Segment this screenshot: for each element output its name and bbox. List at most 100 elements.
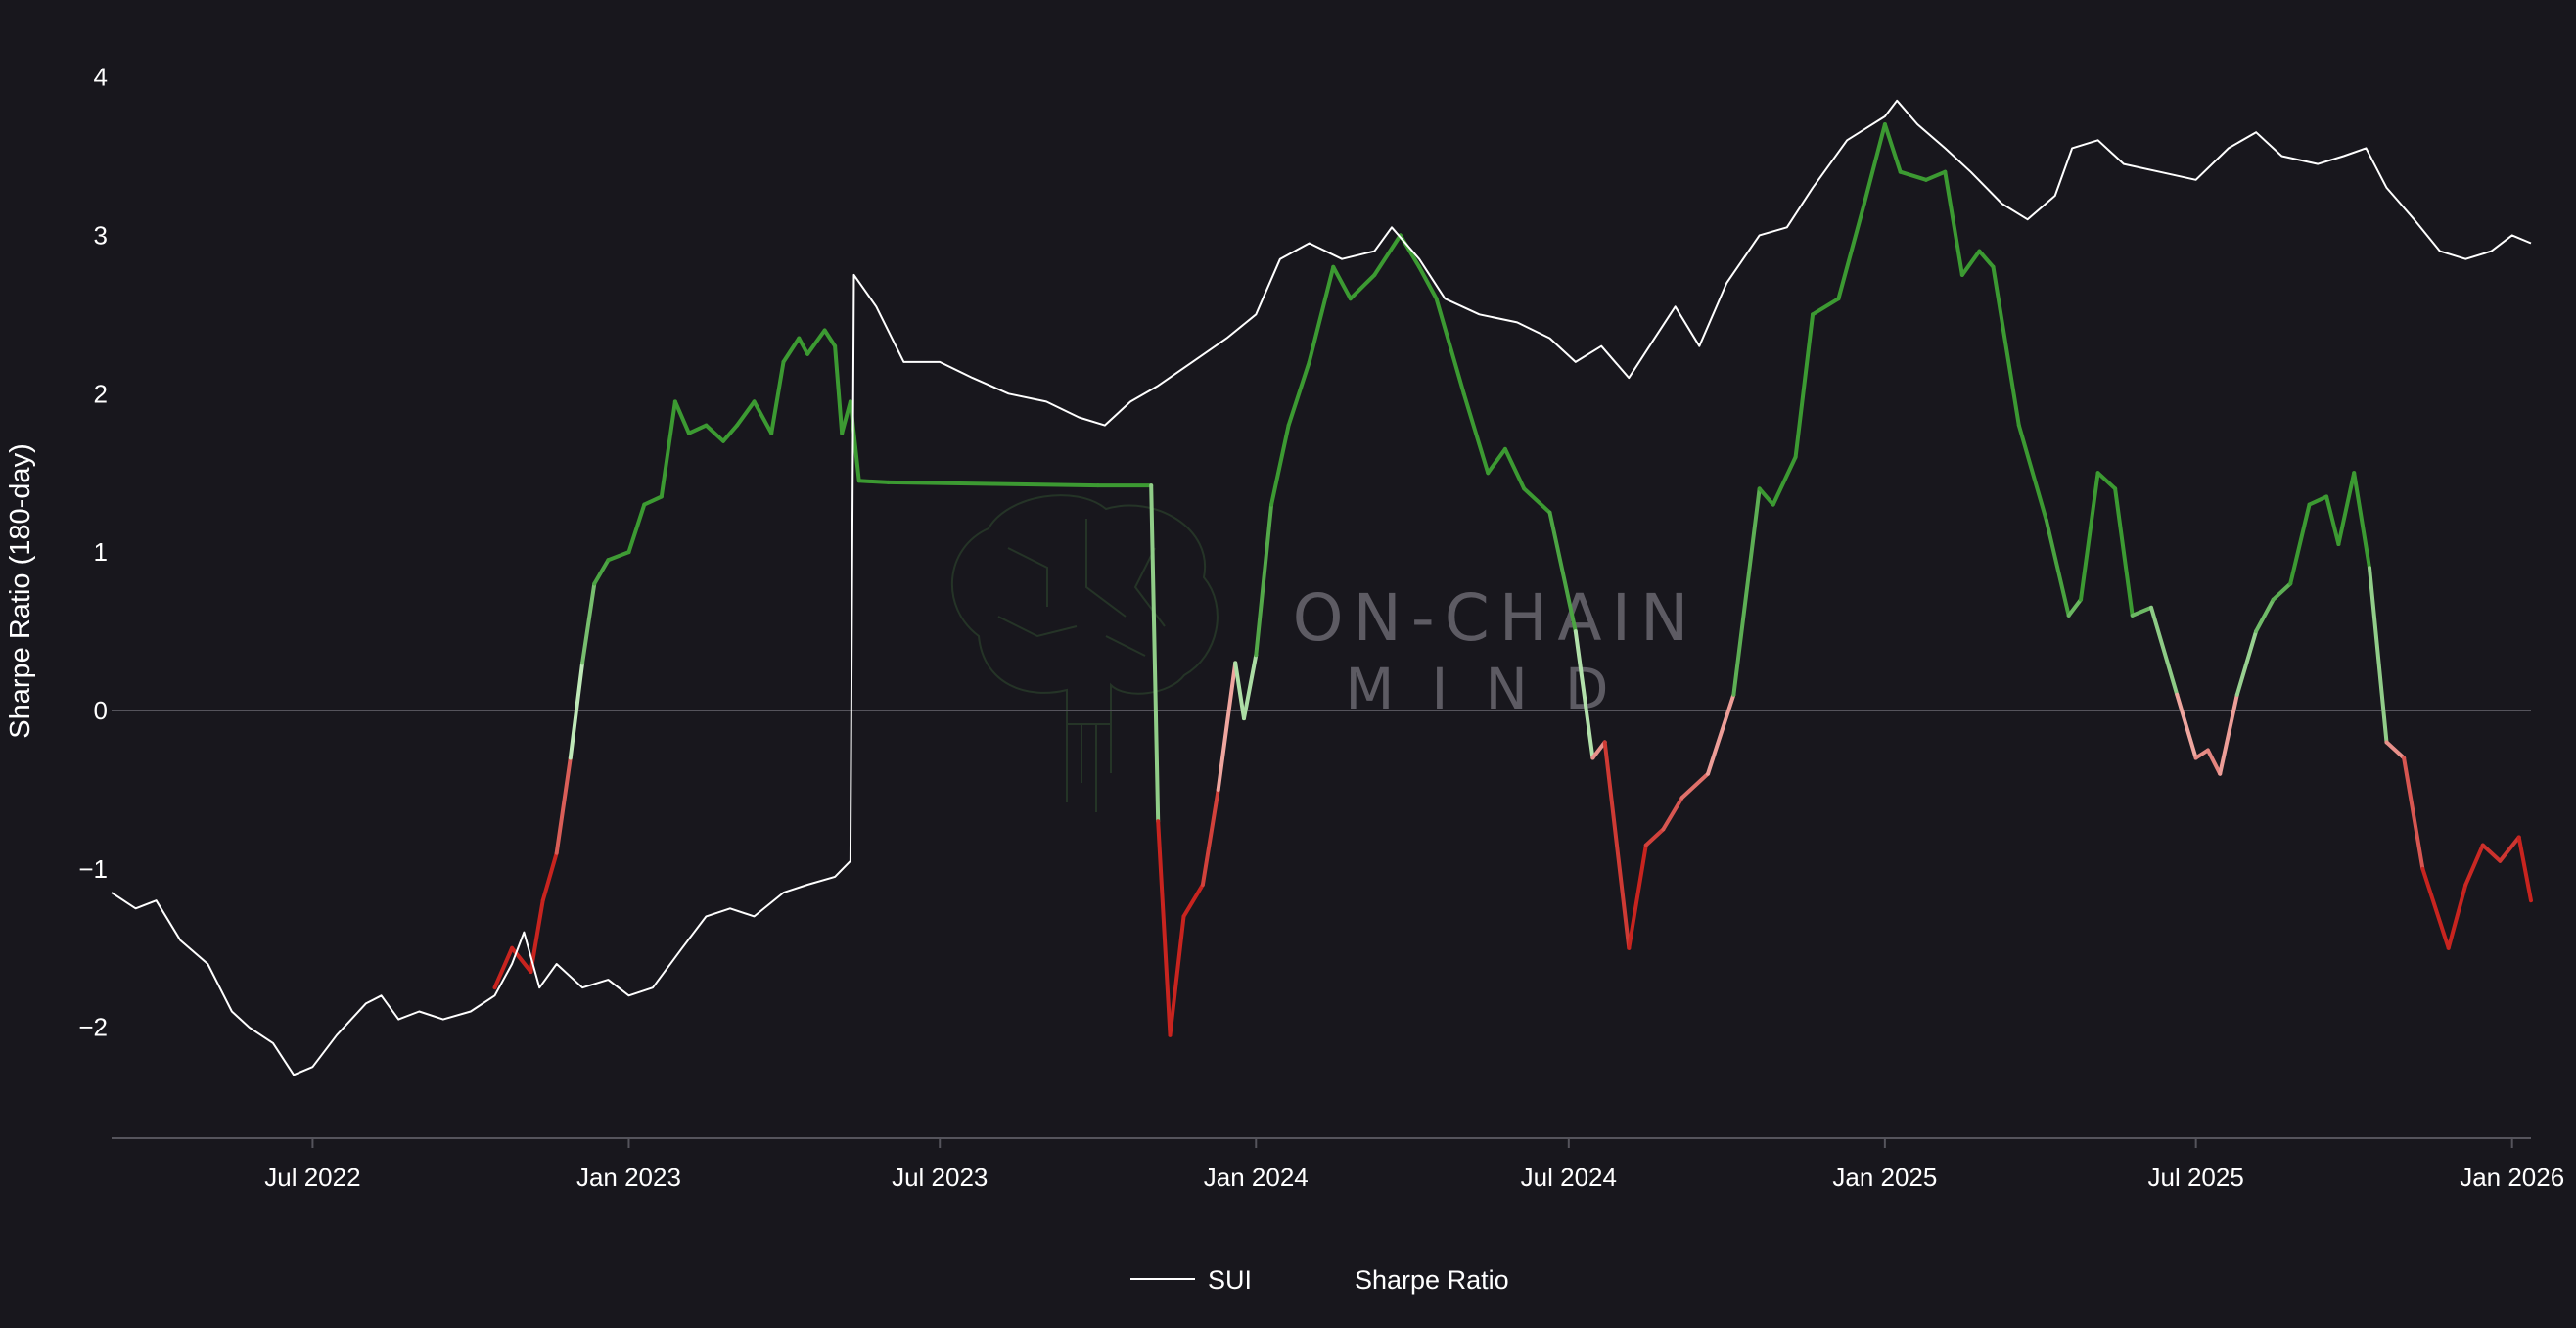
sharpe-segment <box>1573 629 1595 760</box>
sharpe-segment <box>1200 787 1220 887</box>
sharpe-segment <box>1233 661 1246 721</box>
sharpe-segment <box>2463 843 2485 887</box>
sharpe-segment <box>2402 756 2425 871</box>
sharpe-segment <box>592 558 611 586</box>
sharpe-segment <box>492 945 515 990</box>
sharpe-segment <box>886 480 995 486</box>
sharpe-segment <box>510 945 533 974</box>
sharpe-segment <box>2288 502 2312 586</box>
sharpe-segment <box>1269 423 1291 507</box>
sharpe-segment <box>2175 692 2198 760</box>
sharpe-segment <box>1502 446 1527 491</box>
sharpe-segment <box>1836 202 1866 301</box>
y-tick-label: 0 <box>94 696 108 725</box>
legend-sharpe-label: Sharpe Ratio <box>1355 1265 1509 1295</box>
y-axis-ticks: 4 3 2 1 0 −1 −2 <box>78 63 108 1042</box>
y-tick-label: 1 <box>94 537 108 567</box>
sharpe-segment <box>1924 169 1948 182</box>
sharpe-segment <box>686 423 709 435</box>
sharpe-segment <box>529 898 545 974</box>
sharpe-segment <box>1372 233 1403 277</box>
y-tick-label: 3 <box>94 220 108 250</box>
sharpe-segment <box>1348 272 1377 301</box>
sharpe-segment <box>540 850 559 903</box>
x-tick-label: Jan 2026 <box>2460 1163 2564 1192</box>
sharpe-segment <box>1793 312 1816 459</box>
sharpe-segment <box>1156 819 1173 1037</box>
sharpe-segment <box>1307 264 1336 364</box>
sharpe-segment <box>1254 502 1274 658</box>
sharpe-segment <box>2368 566 2389 745</box>
sharpe-segment <box>2516 835 2533 903</box>
sharpe-segment <box>1991 264 2021 428</box>
sharpe-segment <box>1602 740 1632 950</box>
sharpe-segment <box>2254 597 2276 634</box>
sharpe-segment <box>1706 692 1736 776</box>
sharpe-segment <box>1461 391 1491 476</box>
sharpe-segment <box>2079 471 2100 602</box>
sharpe-segment <box>1771 455 1798 507</box>
sharpe-segment <box>1862 122 1887 206</box>
sharpe-segment <box>848 399 861 483</box>
sharpe-segment <box>1168 914 1186 1037</box>
sharpe-segment <box>2113 486 2135 618</box>
x-tick-label: Jul 2024 <box>1521 1163 1617 1192</box>
sharpe-segment <box>1882 122 1903 174</box>
sharpe-segment <box>1181 883 1205 919</box>
sharpe-segment <box>1679 771 1710 800</box>
sharpe-segment <box>1547 510 1578 634</box>
sharpe-segment <box>2420 866 2451 950</box>
sharpe-segment <box>797 336 810 356</box>
sharpe-segment <box>1286 359 1311 428</box>
sharpe-segment <box>1434 297 1466 396</box>
sharpe-segment <box>626 502 647 555</box>
sharpe-segment <box>1731 486 1762 697</box>
x-tick-label: Jul 2022 <box>264 1163 360 1192</box>
sharpe-segment <box>856 479 891 484</box>
x-tick-label: Jan 2024 <box>1204 1163 1309 1192</box>
brain-circuit-icon <box>950 494 1219 812</box>
sharpe-ratio-series <box>492 122 2533 1037</box>
sharpe-segment <box>1242 653 1259 721</box>
sharpe-segment <box>2446 883 2468 950</box>
sharpe-segment <box>990 481 1100 488</box>
sharpe-segment <box>822 328 838 348</box>
sharpe-segment <box>1216 661 1238 792</box>
sharpe-segment <box>606 550 631 563</box>
sharpe-segment <box>1590 740 1607 760</box>
x-tick-label: Jul 2025 <box>2147 1163 2243 1192</box>
sharpe-segment <box>781 336 802 364</box>
sharpe-segment <box>2352 471 2371 571</box>
y-axis-title: Sharpe Ratio (180-day) <box>5 443 36 738</box>
y-tick-label: 4 <box>94 63 108 92</box>
x-tick-label: Jul 2023 <box>892 1163 988 1192</box>
sharpe-segment <box>1959 249 1982 277</box>
sharpe-segment <box>1522 486 1552 515</box>
y-tick-label: 2 <box>94 379 108 408</box>
sharpe-segment <box>704 423 725 443</box>
sharpe-segment <box>2336 471 2357 546</box>
sharpe-segment <box>2066 597 2083 618</box>
sharpe-segment <box>805 328 827 356</box>
x-axis-ticks: Jul 2022 Jan 2023 Jul 2023 Jan 2024 Jul 2024… <box>264 1138 2564 1192</box>
legend: SUI Sharpe Ratio <box>1130 1265 1509 1295</box>
sharpe-segment <box>2480 843 2503 863</box>
y-tick-label: −2 <box>78 1013 108 1042</box>
sharpe-segment <box>672 399 691 435</box>
sharpe-segment <box>1149 483 1161 824</box>
sharpe-segment <box>752 399 774 435</box>
sharpe-segment <box>1661 796 1684 832</box>
sharpe-segment <box>769 359 786 435</box>
sharpe-segment <box>2498 835 2521 863</box>
sharpe-segment <box>1627 843 1648 950</box>
sharpe-segment <box>642 494 664 507</box>
sharpe-segment <box>2130 605 2153 618</box>
x-tick-label: Jan 2025 <box>1832 1163 1937 1192</box>
sharpe-segment <box>1811 297 1841 317</box>
sharpe-segment <box>1977 249 1996 269</box>
watermark-line1: ON-CHAIN <box>1293 580 1699 656</box>
sharpe-segment <box>2193 748 2210 760</box>
